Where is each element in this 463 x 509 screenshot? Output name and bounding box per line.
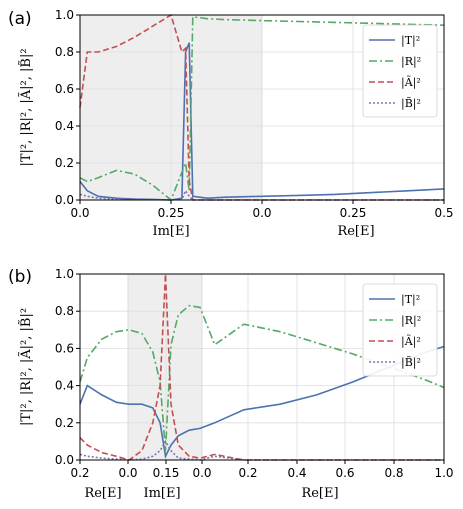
legend-entry: |B̃|² [401, 356, 421, 370]
series-line [79, 304, 445, 451]
y-tick-label: 0.2 [55, 416, 74, 430]
panel-label: (a) [8, 9, 32, 29]
series-line [79, 345, 445, 459]
legend-entry: |B̃|² [401, 97, 421, 111]
y-tick-label: 0.8 [55, 45, 74, 59]
legend-entry: |R|² [401, 55, 421, 69]
legend: |T|² |R|² |Ã|² |B̃|² [362, 24, 438, 118]
y-tick-label: 0.4 [55, 379, 74, 393]
y-tick-label: 0.2 [55, 156, 74, 170]
y-tick-label: 0.6 [55, 82, 74, 96]
x-axis-label: Im[E] [143, 486, 180, 501]
legend-entry: |T|² [401, 34, 420, 48]
shaded-region [127, 273, 203, 461]
y-tick-label: 1.0 [55, 267, 74, 281]
legend: |T|² |R|² |Ã|² |B̃|² [362, 283, 438, 377]
y-tick-label: 1.0 [55, 8, 74, 22]
y-tick-label: 0.0 [55, 193, 74, 207]
series-line [79, 439, 444, 461]
x-tick-label: 0.25 [340, 206, 367, 220]
x-tick-label: 0.0 [192, 466, 211, 480]
series-line [79, 42, 445, 201]
y-tick-label: 0.6 [55, 341, 74, 355]
x-axis-label: Re[E] [337, 224, 374, 239]
x-axis-label: Re[E] [301, 486, 338, 501]
x-axis-label: Re[E] [84, 486, 121, 501]
y-tick-label: 0.0 [55, 453, 74, 467]
y-tick-label: 0.4 [55, 119, 74, 133]
plot-frame [79, 273, 445, 461]
x-tick-label: 0.25 [158, 206, 185, 220]
series-line [79, 15, 445, 202]
x-tick-label: 0.0 [118, 466, 137, 480]
x-axis-label: Im[E] [152, 224, 189, 239]
legend-entry: |Ã|² [401, 334, 421, 349]
x-tick-label: 0.15 [153, 466, 180, 480]
y-tick-label: 0.8 [55, 304, 74, 318]
y-axis-label: |T|², |R|², |Ã|², |B̃|² [18, 308, 34, 426]
legend-box [362, 283, 438, 377]
legend-entry: |R|² [401, 314, 421, 328]
x-tick-label: 0.8 [384, 466, 403, 480]
legend-box [362, 24, 438, 118]
panel-label: (b) [8, 267, 32, 287]
legend-entry: |Ã|² [401, 75, 421, 90]
x-tick-label: 0.4 [287, 466, 306, 480]
x-tick-label: 1.0 [434, 466, 453, 480]
panel-a: 0.0 0.2 0.4 0.6 0.8 1.0 0.0 0.25 0.0 0.25 0.5 Im[E]… [8, 8, 454, 239]
x-tick-label: 0.5 [434, 206, 453, 220]
legend-entry: |T|² [401, 293, 420, 307]
x-tick-label: 0.2 [70, 466, 89, 480]
x-tick-label: 0.0 [70, 206, 89, 220]
panel-b: 0.00.20.40.60.81.00.2 0.0 0.15 0.0 0.2 0.4 0.6… [8, 267, 454, 501]
x-tick-label: 0.0 [252, 206, 271, 220]
x-tick-label: 0.2 [238, 466, 257, 480]
x-tick-label: 0.6 [335, 466, 354, 480]
y-axis-label: |T|², |R|², |Ã|², |B̃|² [18, 48, 34, 166]
